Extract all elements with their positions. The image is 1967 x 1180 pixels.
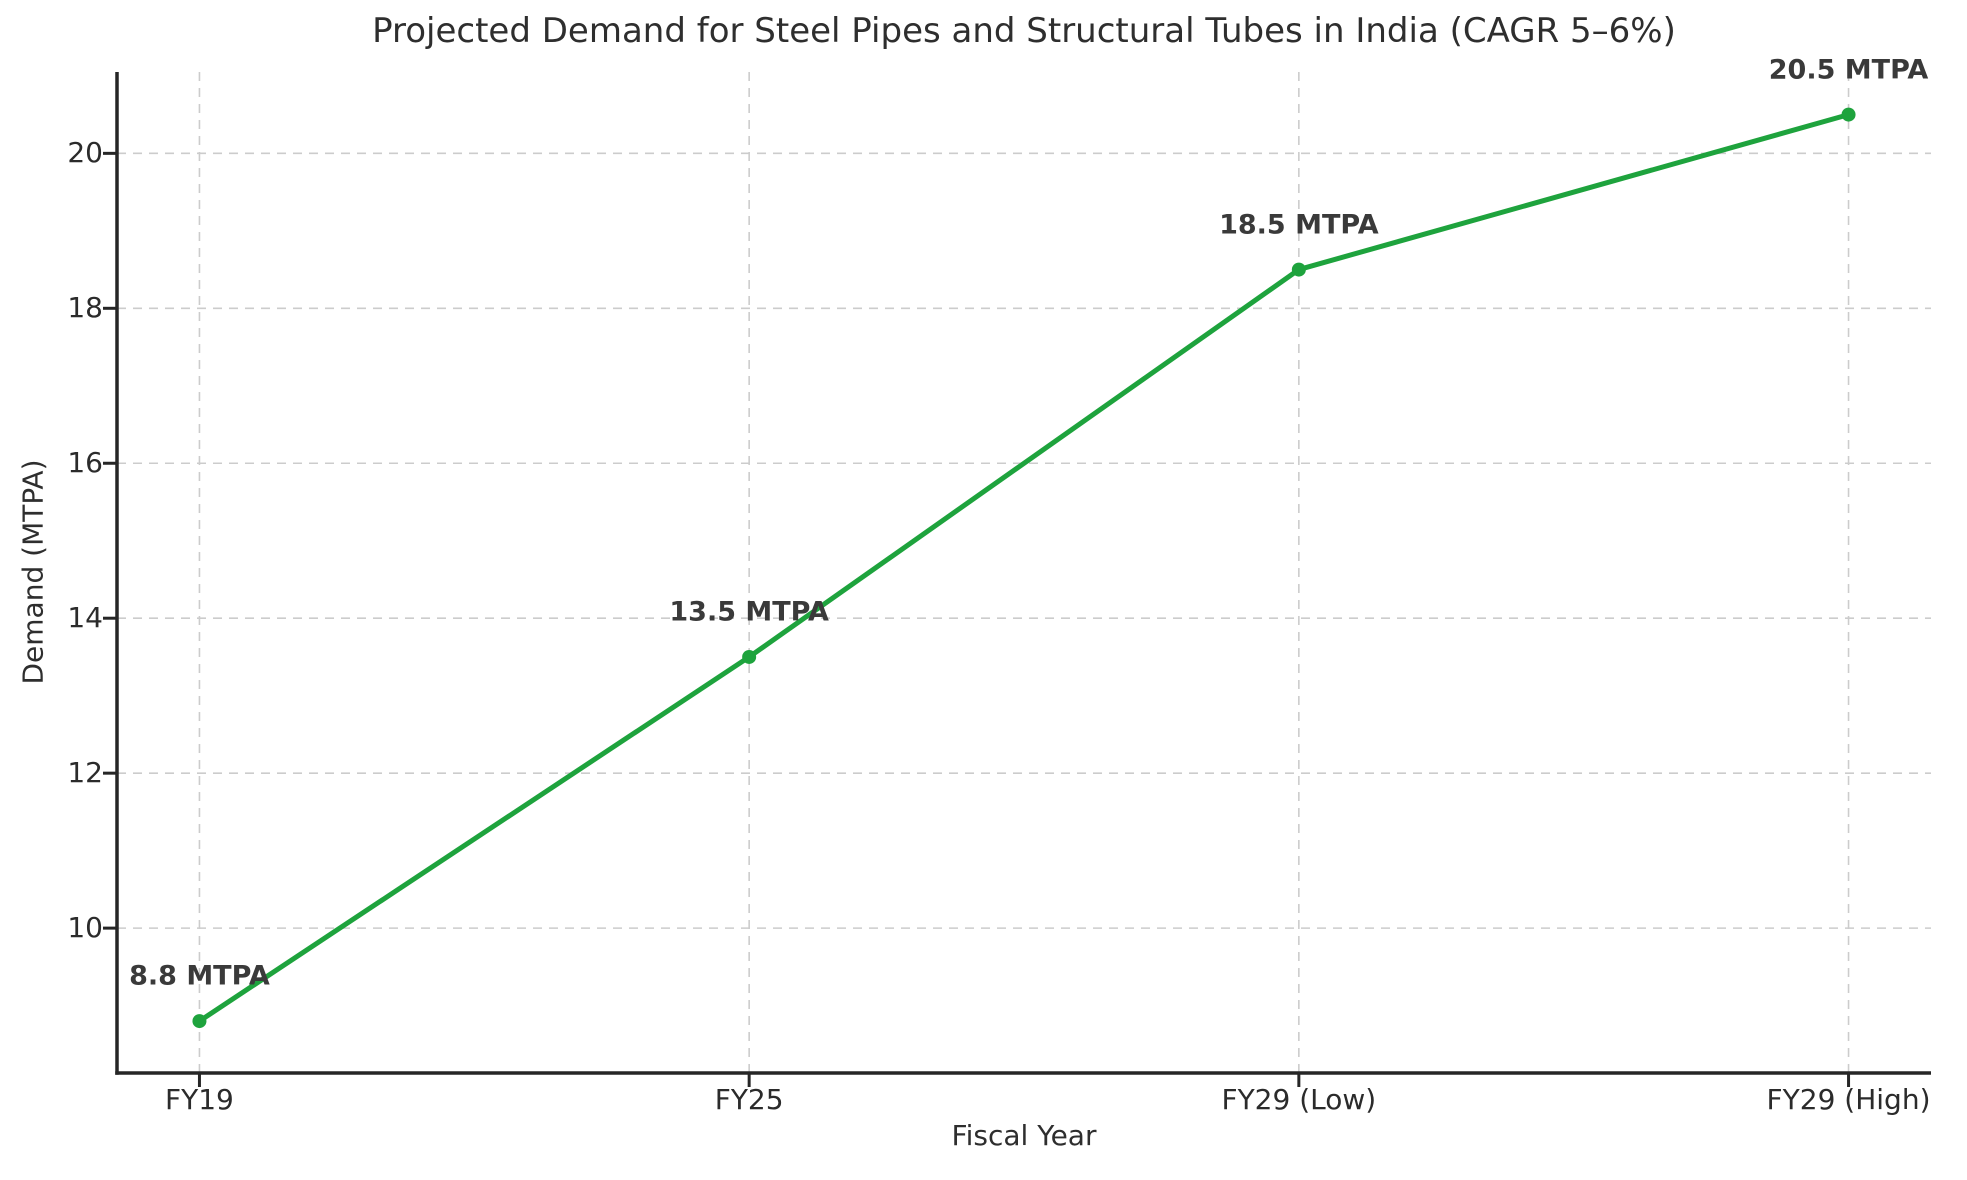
y-tick-label: 18	[67, 291, 103, 325]
y-tick-label: 16	[67, 446, 103, 480]
y-tick-label: 12	[67, 756, 103, 790]
chart-title: Projected Demand for Steel Pipes and Str…	[372, 11, 1676, 51]
x-tick-label: FY29 (High)	[1766, 1083, 1931, 1116]
demand-line	[196, 112, 1852, 1024]
y-axis-label: Demand (MTPA)	[16, 459, 50, 685]
x-tick-label: FY29 (Low)	[1221, 1083, 1377, 1116]
x-tick-label: FY25	[714, 1083, 784, 1116]
point-label: 18.5 MTPA	[1219, 209, 1379, 241]
y-tick-label: 14	[67, 601, 103, 635]
data-point-marker	[192, 1014, 207, 1029]
y-tick-label: 20	[67, 136, 103, 170]
point-label: 8.8 MTPA	[129, 960, 270, 992]
data-point-marker	[1291, 262, 1306, 277]
point-label: 20.5 MTPA	[1768, 54, 1929, 86]
point-label: 13.5 MTPA	[669, 596, 829, 628]
x-tick-label: FY19	[165, 1083, 234, 1116]
data-point-marker	[742, 649, 757, 664]
data-point-marker	[1841, 107, 1856, 122]
y-tick-label: 10	[67, 911, 103, 945]
x-axis-label: Fiscal Year	[951, 1119, 1097, 1152]
